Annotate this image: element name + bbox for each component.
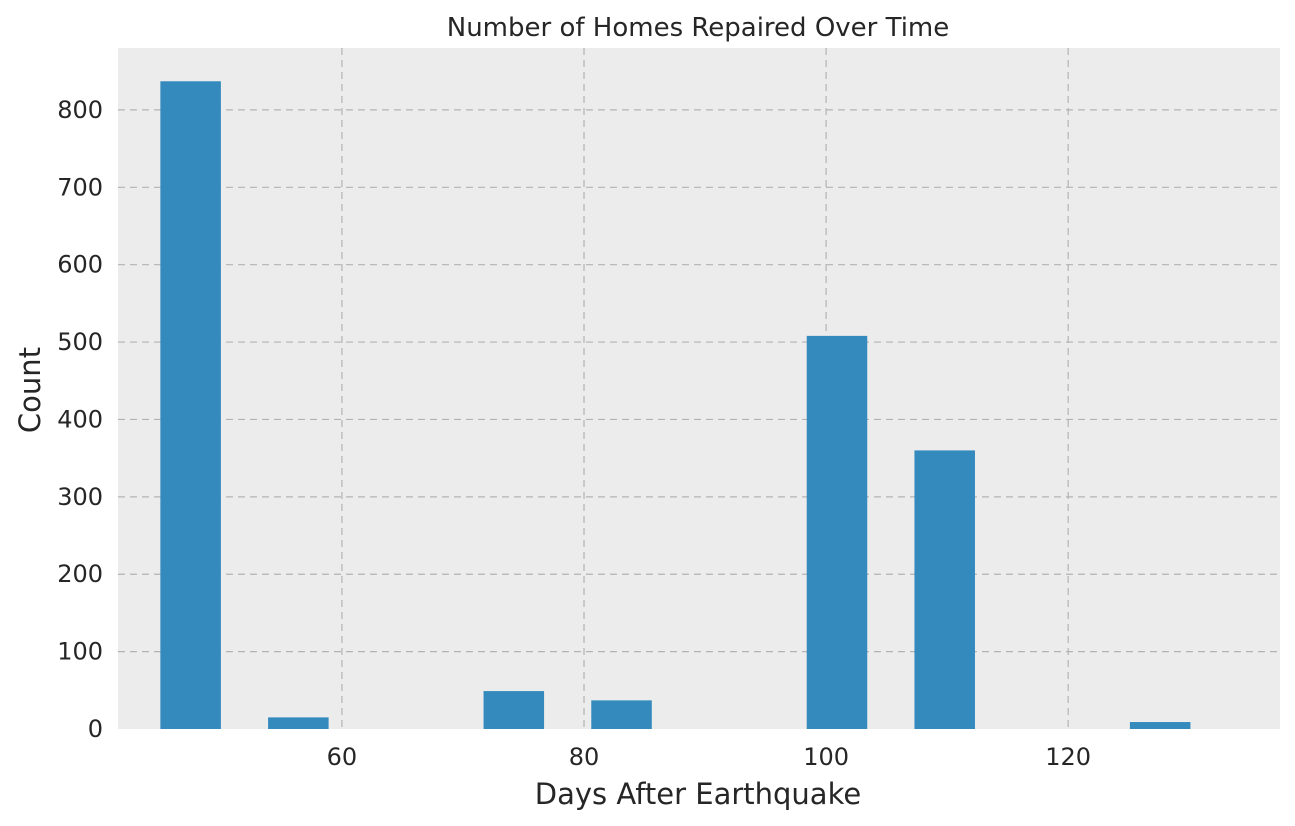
y-tick-label: 700 (57, 173, 103, 201)
bars (160, 81, 1191, 730)
chart-title: Number of Homes Repaired Over Time (447, 13, 950, 43)
x-tick-label: 100 (803, 743, 849, 771)
histogram-bar (483, 691, 545, 729)
y-tick-label: 500 (57, 328, 103, 356)
x-tick-labels: 60 80 100 120 (327, 743, 1091, 771)
y-tick-label: 200 (57, 560, 103, 588)
y-tick-label: 800 (57, 96, 103, 124)
histogram-bar (914, 450, 975, 729)
histogram-bar (591, 700, 652, 729)
y-tick-label: 300 (57, 483, 103, 511)
y-tick-label: 100 (57, 638, 103, 666)
x-tick-label: 60 (327, 743, 358, 771)
x-tick-label: 80 (569, 743, 600, 771)
histogram-bar (1129, 722, 1191, 729)
y-tick-labels: 0 100 200 300 400 500 600 700 800 (57, 96, 103, 743)
histogram-bar (806, 335, 868, 729)
histogram-bar (268, 717, 329, 729)
histogram-bar (160, 81, 221, 730)
x-tick-label: 120 (1045, 743, 1091, 771)
y-tick-label: 600 (57, 251, 103, 279)
horizontal-gridlines (118, 109, 1280, 653)
y-tick-label: 0 (88, 715, 103, 743)
x-axis-label: Days After Earthquake (535, 777, 861, 811)
plot-area (118, 48, 1280, 729)
y-axis-label: Count (13, 347, 47, 433)
y-tick-label: 400 (57, 405, 103, 433)
